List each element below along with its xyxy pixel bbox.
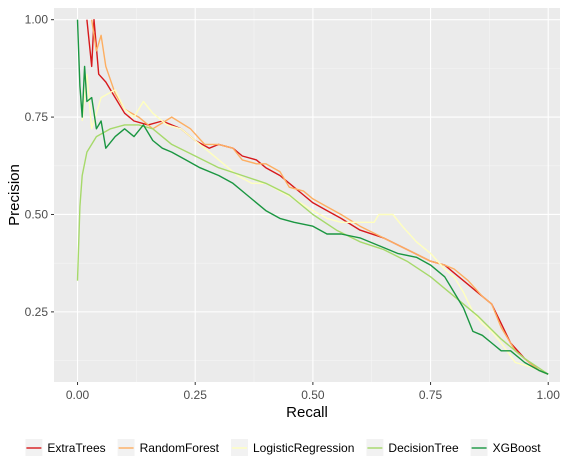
legend-item-decisiontree: DecisionTree [366, 439, 459, 456]
plot-panel [54, 8, 560, 382]
legend-item-randomforest: RandomForest [117, 439, 220, 456]
y-tick-label: 0.75 [25, 110, 49, 124]
series-line-randomforest [91, 19, 549, 375]
y-tick-label: 0.50 [25, 207, 49, 221]
x-tick-label: 0.50 [301, 388, 325, 402]
legend-label: RandomForest [140, 441, 220, 455]
y-tick-label: 1.00 [25, 13, 49, 27]
x-axis-title: Recall [286, 404, 328, 421]
x-tick-label: 0.00 [66, 388, 90, 402]
series-line-xgboost [76, 19, 549, 375]
y-tick-label: 0.25 [25, 305, 49, 319]
x-axis: 0.00 0.25 0.50 0.75 1.00 [66, 382, 560, 402]
series-lines [76, 19, 549, 375]
legend-label: DecisionTree [388, 441, 459, 455]
x-tick-label: 0.25 [184, 388, 208, 402]
legend-label: ExtraTrees [47, 441, 105, 455]
legend-item-logisticregression: LogisticRegression [231, 439, 354, 456]
x-tick-label: 1.00 [537, 388, 561, 402]
legend-item-extratrees: ExtraTrees [25, 439, 106, 456]
y-axis-title: Precision [6, 164, 23, 226]
series-line-decisiontree [76, 124, 549, 375]
series-line-logisticregression [81, 73, 549, 375]
y-axis: 0.25 0.50 0.75 1.00 [25, 13, 54, 319]
x-tick-label: 0.75 [419, 388, 443, 402]
legend: ExtraTrees RandomForest LogisticRegression… [25, 439, 541, 456]
grid-minor [54, 8, 560, 382]
legend-item-xgboost: XGBoost [470, 439, 542, 456]
legend-label: LogisticRegression [253, 441, 354, 455]
legend-label: XGBoost [493, 441, 542, 455]
